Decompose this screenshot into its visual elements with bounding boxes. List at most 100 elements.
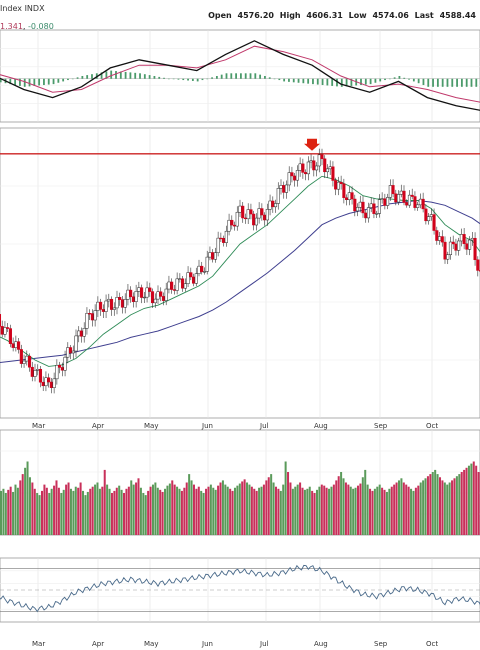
volume-bar	[434, 469, 437, 535]
macd-histogram-bar	[211, 77, 213, 79]
candle-body	[227, 219, 231, 232]
candle-body	[377, 199, 381, 214]
volume-bar	[96, 482, 99, 535]
macd-values: 1.341, -0.080	[0, 22, 54, 31]
volume-bar	[354, 487, 357, 535]
volume-bar	[84, 495, 87, 535]
candle-body	[118, 297, 122, 300]
volume-bar	[151, 484, 154, 535]
volume-bar	[72, 490, 75, 535]
candle-body	[19, 349, 23, 364]
candle-body	[79, 330, 84, 337]
candle-body	[112, 307, 116, 310]
candle-body	[159, 291, 163, 297]
candle-body	[470, 237, 474, 241]
volume-bar	[400, 478, 403, 535]
macd-histogram-bar	[412, 78, 415, 82]
candle-body	[293, 175, 297, 181]
candle-body	[167, 281, 171, 290]
volume-bar	[385, 491, 388, 535]
volume-bar	[303, 489, 306, 535]
macd-histogram-bar	[456, 78, 458, 87]
price-x-tick-label: Sep	[374, 422, 388, 430]
candle-body	[276, 188, 280, 204]
candle-body	[66, 347, 70, 358]
volume-bar	[412, 490, 415, 535]
candle-body	[249, 209, 253, 215]
candle-body	[3, 327, 7, 335]
candle-body	[443, 241, 447, 260]
price-x-tick-label: May	[144, 422, 158, 430]
candle-body	[205, 256, 209, 272]
volume-bar	[373, 488, 376, 535]
candle-body	[181, 278, 185, 289]
macd-histogram-bar	[240, 73, 242, 79]
volume-bar	[289, 482, 292, 535]
candle-body	[36, 368, 40, 371]
macd-histogram-bar	[259, 74, 262, 79]
macd-histogram-bar	[465, 78, 468, 87]
volume-bar	[313, 493, 316, 535]
volume-bar	[33, 488, 36, 535]
volume-bar	[197, 486, 200, 535]
macd-histogram-bar	[417, 78, 420, 84]
volume-bar	[335, 480, 338, 535]
volume-bar	[24, 467, 27, 535]
volume-bar	[137, 478, 140, 535]
macd-line	[0, 40, 480, 111]
volume-bar	[272, 482, 275, 535]
candle-body	[219, 237, 223, 240]
candle-body	[383, 198, 387, 206]
volume-bar	[221, 480, 224, 535]
candle-body	[413, 196, 417, 208]
volume-bar	[366, 484, 369, 535]
volume-bar	[113, 490, 116, 535]
candle-body	[41, 381, 45, 387]
candle-body	[161, 296, 166, 301]
candle-body	[339, 181, 343, 185]
volume-bar	[455, 476, 458, 535]
candle-body	[317, 154, 321, 167]
volume-bar	[248, 484, 251, 535]
candle-body	[429, 214, 433, 217]
candle-body	[257, 208, 261, 219]
candle-body	[0, 314, 2, 327]
macd-histogram-bar	[244, 73, 247, 79]
volume-bar	[86, 491, 89, 535]
rsi-x-tick-label: Jul	[259, 640, 269, 648]
volume-bar	[458, 474, 461, 535]
volume-bar	[397, 480, 401, 535]
macd-histogram-bar	[331, 78, 334, 86]
macd-histogram-bar	[292, 78, 295, 83]
volume-bar	[205, 488, 208, 535]
volume-bar	[383, 489, 386, 535]
macd-histogram-bar	[326, 78, 329, 86]
macd-histogram-bar	[158, 76, 161, 79]
candle-body	[437, 236, 442, 241]
candle-body	[320, 154, 324, 160]
macd-histogram-bar	[388, 78, 391, 80]
candle-body	[350, 192, 354, 200]
volume-bar	[419, 482, 422, 535]
candle-body	[134, 291, 138, 302]
volume-bar	[376, 486, 379, 535]
macd-histogram-bar	[182, 78, 185, 81]
volume-bar	[135, 482, 138, 535]
volume-bar	[325, 487, 328, 535]
volume-bar	[214, 489, 217, 535]
high-label: High	[279, 11, 301, 20]
volume-bar	[115, 487, 118, 535]
candle-body	[191, 276, 196, 284]
candle-body	[306, 161, 310, 175]
candle-body	[380, 198, 384, 200]
macd-histogram-bar	[43, 78, 45, 86]
rsi-line	[0, 564, 480, 613]
macd-histogram-bar	[119, 71, 122, 79]
macd-histogram-bar	[432, 78, 434, 87]
volume-bar	[301, 487, 304, 535]
volume-bar	[320, 484, 323, 535]
price-x-tick-label: Jul	[259, 422, 269, 430]
candle-body	[126, 289, 130, 300]
volume-bar	[31, 482, 34, 535]
macd-histogram-bar	[19, 78, 21, 86]
